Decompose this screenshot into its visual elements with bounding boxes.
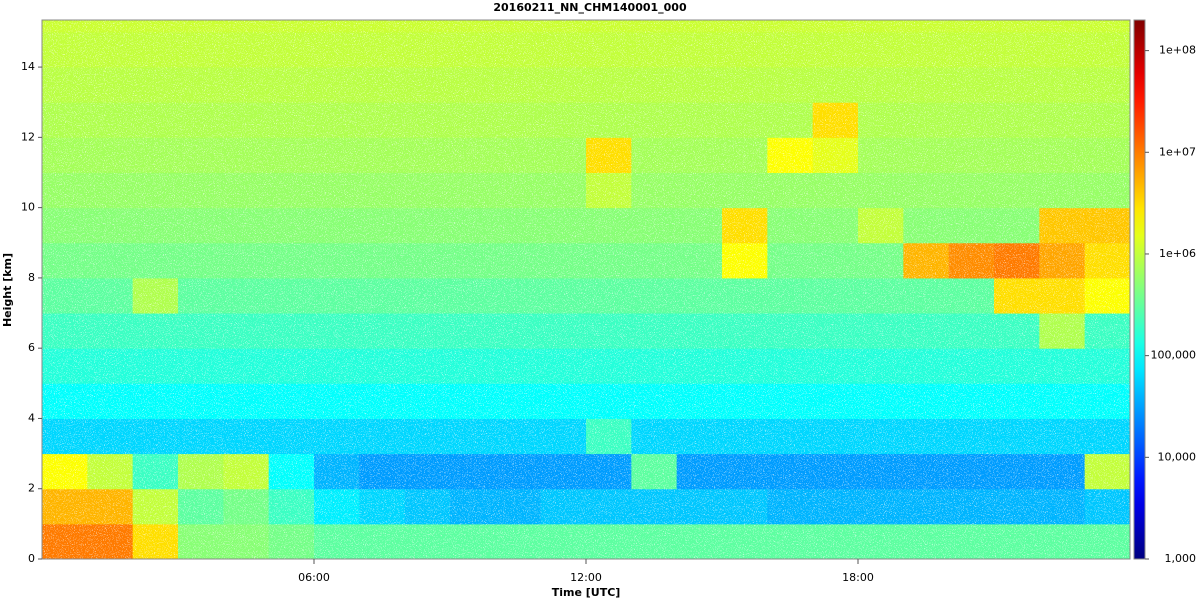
y-tick-label: 8: [28, 271, 35, 284]
y-tick-label: 12: [21, 130, 35, 143]
y-axis-label: Height [km]: [1, 253, 14, 327]
x-tick-label: 12:00: [570, 571, 602, 584]
colorbar-tick-label: 1,000: [1165, 552, 1197, 565]
y-tick-label: 10: [21, 201, 35, 214]
x-axis-label: Time [UTC]: [552, 586, 621, 599]
y-tick-label: 4: [28, 411, 35, 424]
colorbar-tick-label: 100,000: [1151, 349, 1197, 362]
x-tick-label: 18:00: [842, 571, 874, 584]
y-tick-label: 14: [21, 60, 35, 73]
speckle-overlay: [42, 20, 1130, 559]
colorbar: [1133, 19, 1146, 560]
y-tick-label: 0: [28, 552, 35, 565]
colorbar-tick-label: 1e+07: [1159, 145, 1196, 158]
colorbar-tick-label: 1e+08: [1159, 44, 1196, 57]
colorbar-tick-label: 1e+06: [1159, 247, 1196, 260]
y-tick-label: 6: [28, 341, 35, 354]
colorbar-tick-label: 10,000: [1158, 450, 1197, 463]
x-tick-label: 06:00: [298, 571, 330, 584]
y-tick-label: 2: [28, 482, 35, 495]
chart-title: 20160211_NN_CHM140001_000: [493, 1, 687, 14]
